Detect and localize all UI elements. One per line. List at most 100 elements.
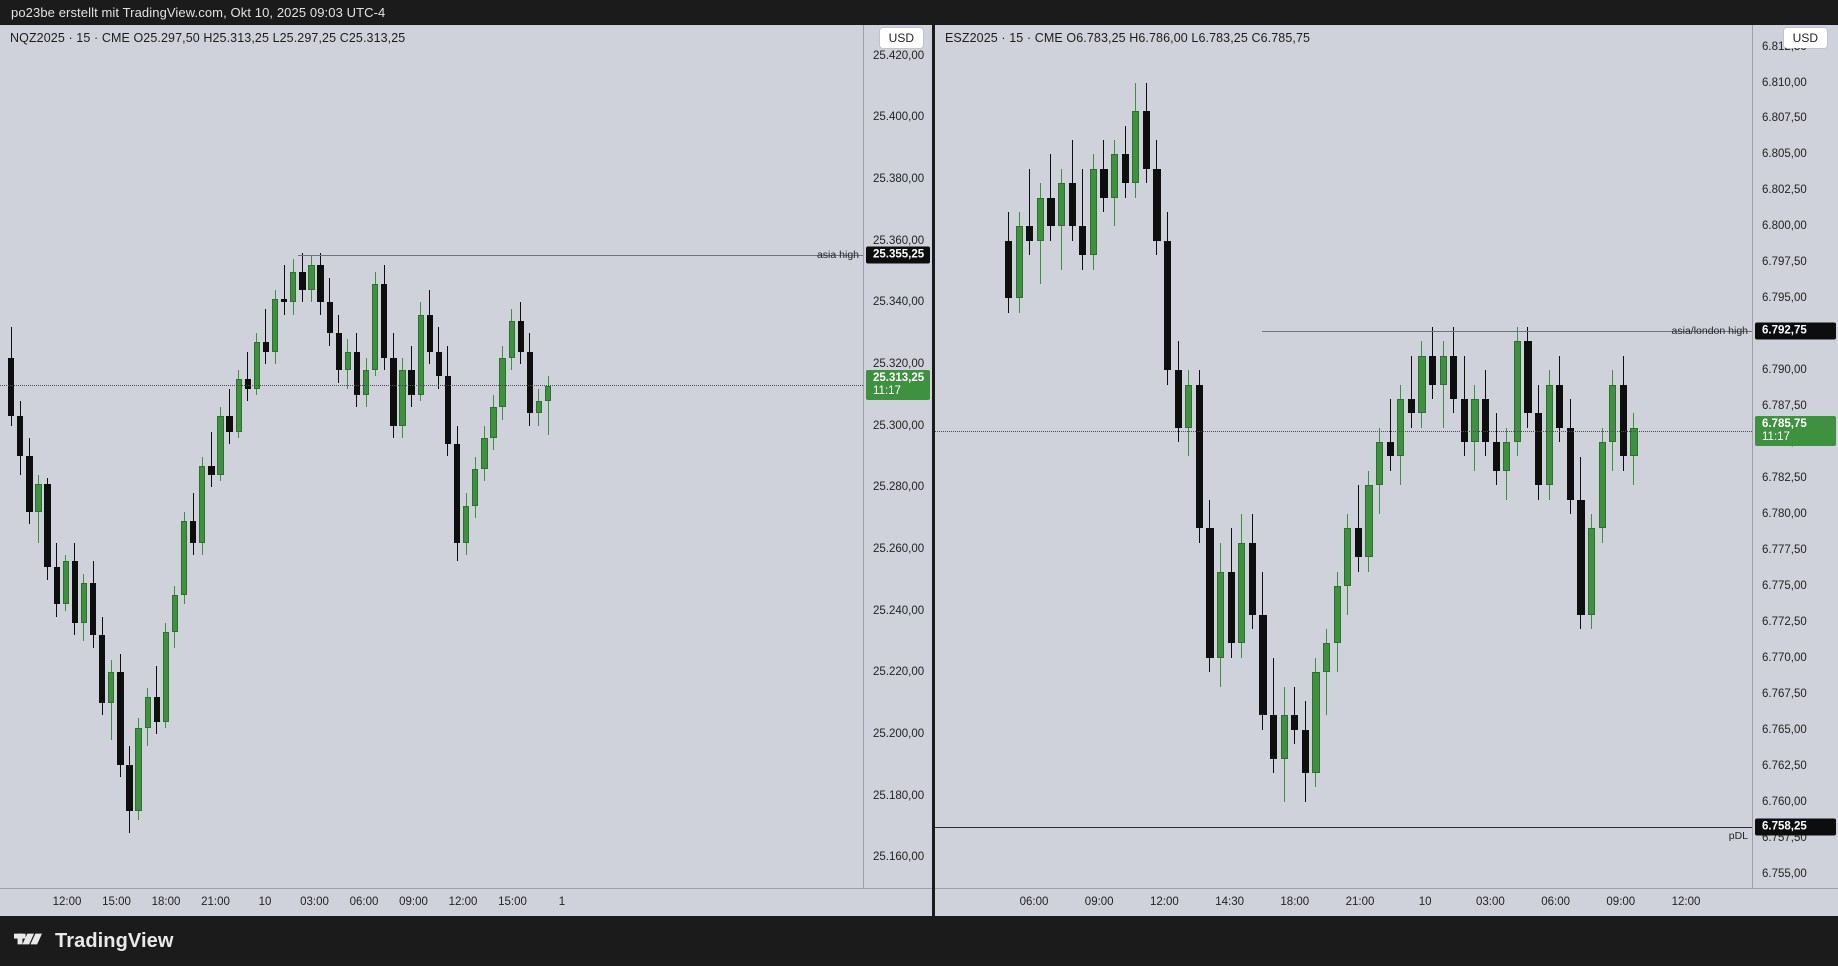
price-tick: 25.380,00 bbox=[873, 173, 925, 186]
candle-body bbox=[299, 271, 306, 291]
price-tick: 25.260,00 bbox=[873, 542, 925, 555]
candle bbox=[1195, 370, 1203, 543]
candle bbox=[162, 622, 170, 728]
candle bbox=[281, 265, 288, 315]
candle-body bbox=[1365, 485, 1373, 558]
time-tick: 12:00 bbox=[52, 896, 82, 908]
last-price-badge[interactable]: 6.785,75 11:17 bbox=[1755, 416, 1836, 447]
candle-body bbox=[1429, 355, 1437, 385]
candle-body bbox=[472, 468, 479, 506]
plot-area-right[interactable]: asia/london high pDL bbox=[935, 25, 1752, 888]
price-tick: 6.800,00 bbox=[1762, 220, 1807, 233]
candle-body bbox=[1217, 571, 1225, 658]
candle-body bbox=[372, 283, 379, 371]
price-tick: 6.787,50 bbox=[1762, 400, 1807, 413]
level-label: asia high bbox=[816, 249, 859, 262]
chart-pane-right[interactable]: asia/london high pDL ESZ2025 · 15 · CME O… bbox=[935, 25, 1838, 916]
candle bbox=[1460, 355, 1468, 457]
footer-bar: TradingView bbox=[0, 916, 1838, 966]
price-tick: 6.805,00 bbox=[1762, 148, 1807, 161]
candle-body bbox=[1535, 413, 1543, 486]
candle-body bbox=[1068, 183, 1076, 227]
tradingview-wordmark: TradingView bbox=[55, 930, 174, 952]
candle-body bbox=[1354, 528, 1362, 558]
time-tick: 06:00 bbox=[1541, 896, 1570, 908]
candle-wick bbox=[1029, 168, 1031, 256]
candle bbox=[1227, 528, 1235, 658]
currency-pill-right[interactable]: USD bbox=[1783, 28, 1827, 48]
candle bbox=[381, 265, 388, 371]
candle bbox=[299, 253, 306, 303]
time-axis-right[interactable]: 06:00 09:00 12:00 14:30 18:00 21:00 10 03:00 06:… bbox=[935, 888, 1838, 916]
candle bbox=[1556, 355, 1564, 443]
time-tick: 12:00 bbox=[1150, 896, 1179, 908]
candle bbox=[1450, 327, 1458, 414]
candle-body bbox=[281, 299, 288, 303]
candle-body bbox=[1609, 384, 1617, 443]
candle-body bbox=[390, 357, 397, 426]
last-price-badge[interactable]: 25.313,25 11:17 bbox=[866, 369, 930, 400]
price-tick: 6.810,00 bbox=[1762, 76, 1807, 89]
candle-body bbox=[1333, 585, 1341, 644]
symbol-legend-left[interactable]: NQZ2025 · 15 · CME O25.297,50 H25.313,25… bbox=[10, 31, 406, 45]
candle-body bbox=[262, 342, 270, 352]
candle-body bbox=[417, 314, 424, 395]
candle bbox=[1026, 168, 1034, 256]
candle bbox=[208, 431, 215, 488]
badge-price: 6.758,25 bbox=[1762, 820, 1807, 833]
price-tick: 25.240,00 bbox=[873, 604, 925, 617]
price-tick: 6.782,50 bbox=[1762, 472, 1807, 485]
price-tick: 25.300,00 bbox=[873, 419, 925, 432]
candle-body bbox=[17, 416, 24, 457]
badge-price: 6.785,75 bbox=[1762, 418, 1807, 431]
price-axis-left[interactable]: 25.420,00 25.400,00 25.380,00 25.360,00 25.3… bbox=[863, 25, 932, 888]
candle bbox=[544, 376, 552, 435]
level-line[interactable] bbox=[298, 255, 863, 257]
time-tick: 10 bbox=[258, 896, 272, 908]
candle-body bbox=[162, 632, 170, 722]
candle bbox=[1630, 413, 1638, 486]
currency-pill-left[interactable]: USD bbox=[879, 28, 923, 48]
plot-area-left[interactable]: asia high bbox=[0, 25, 863, 888]
level-line[interactable] bbox=[1262, 330, 1752, 332]
candle bbox=[117, 653, 124, 778]
candle bbox=[1418, 341, 1426, 428]
candle bbox=[271, 290, 279, 365]
candle bbox=[53, 542, 60, 617]
time-tick: 15:00 bbox=[498, 896, 527, 908]
candle-body bbox=[1153, 168, 1161, 241]
candle-body bbox=[1206, 528, 1214, 658]
level-price-badge[interactable]: 6.792,75 bbox=[1755, 322, 1836, 340]
symbol-legend-right[interactable]: ESZ2025 · 15 · CME O6.783,25 H6.786,00 L… bbox=[945, 31, 1311, 45]
candle-body bbox=[1397, 398, 1405, 457]
candle bbox=[362, 357, 370, 408]
candle-body bbox=[362, 370, 370, 395]
level-line[interactable] bbox=[935, 826, 1752, 828]
candle-body bbox=[171, 595, 179, 633]
candle-body bbox=[1195, 384, 1203, 529]
candle bbox=[1577, 456, 1585, 630]
chart-pane-left[interactable]: asia high NQZ2025 · 15 · CME O25.297,50 … bbox=[0, 25, 932, 916]
candle-body bbox=[1015, 226, 1023, 299]
candle-body bbox=[535, 401, 543, 414]
candle bbox=[1503, 427, 1511, 500]
time-tick: 18:00 bbox=[151, 896, 181, 908]
candle-body bbox=[1036, 197, 1044, 241]
candle-body bbox=[1503, 442, 1511, 471]
candle bbox=[481, 425, 488, 482]
candle-body bbox=[1079, 226, 1087, 256]
candle-body bbox=[1270, 715, 1278, 759]
candle bbox=[435, 327, 443, 389]
level-price-badge[interactable]: 6.758,25 bbox=[1755, 818, 1836, 836]
level-price-badge[interactable]: 25.355,25 bbox=[866, 246, 930, 264]
candle-wick bbox=[1082, 168, 1084, 270]
candle-body bbox=[517, 320, 524, 352]
candle bbox=[1100, 140, 1108, 212]
candle-body bbox=[399, 370, 406, 426]
time-axis-left[interactable]: 12:00 15:00 18:00 21:00 10 03:00 06:00 09:00 12:… bbox=[0, 888, 932, 916]
candle-body bbox=[1111, 154, 1119, 198]
price-tick: 6.775,00 bbox=[1762, 579, 1807, 592]
price-tick: 25.340,00 bbox=[873, 296, 925, 309]
candle bbox=[1164, 211, 1172, 385]
price-axis-right[interactable]: 6.812,506.810,006.807,506.805,006.802,50… bbox=[1752, 25, 1838, 888]
